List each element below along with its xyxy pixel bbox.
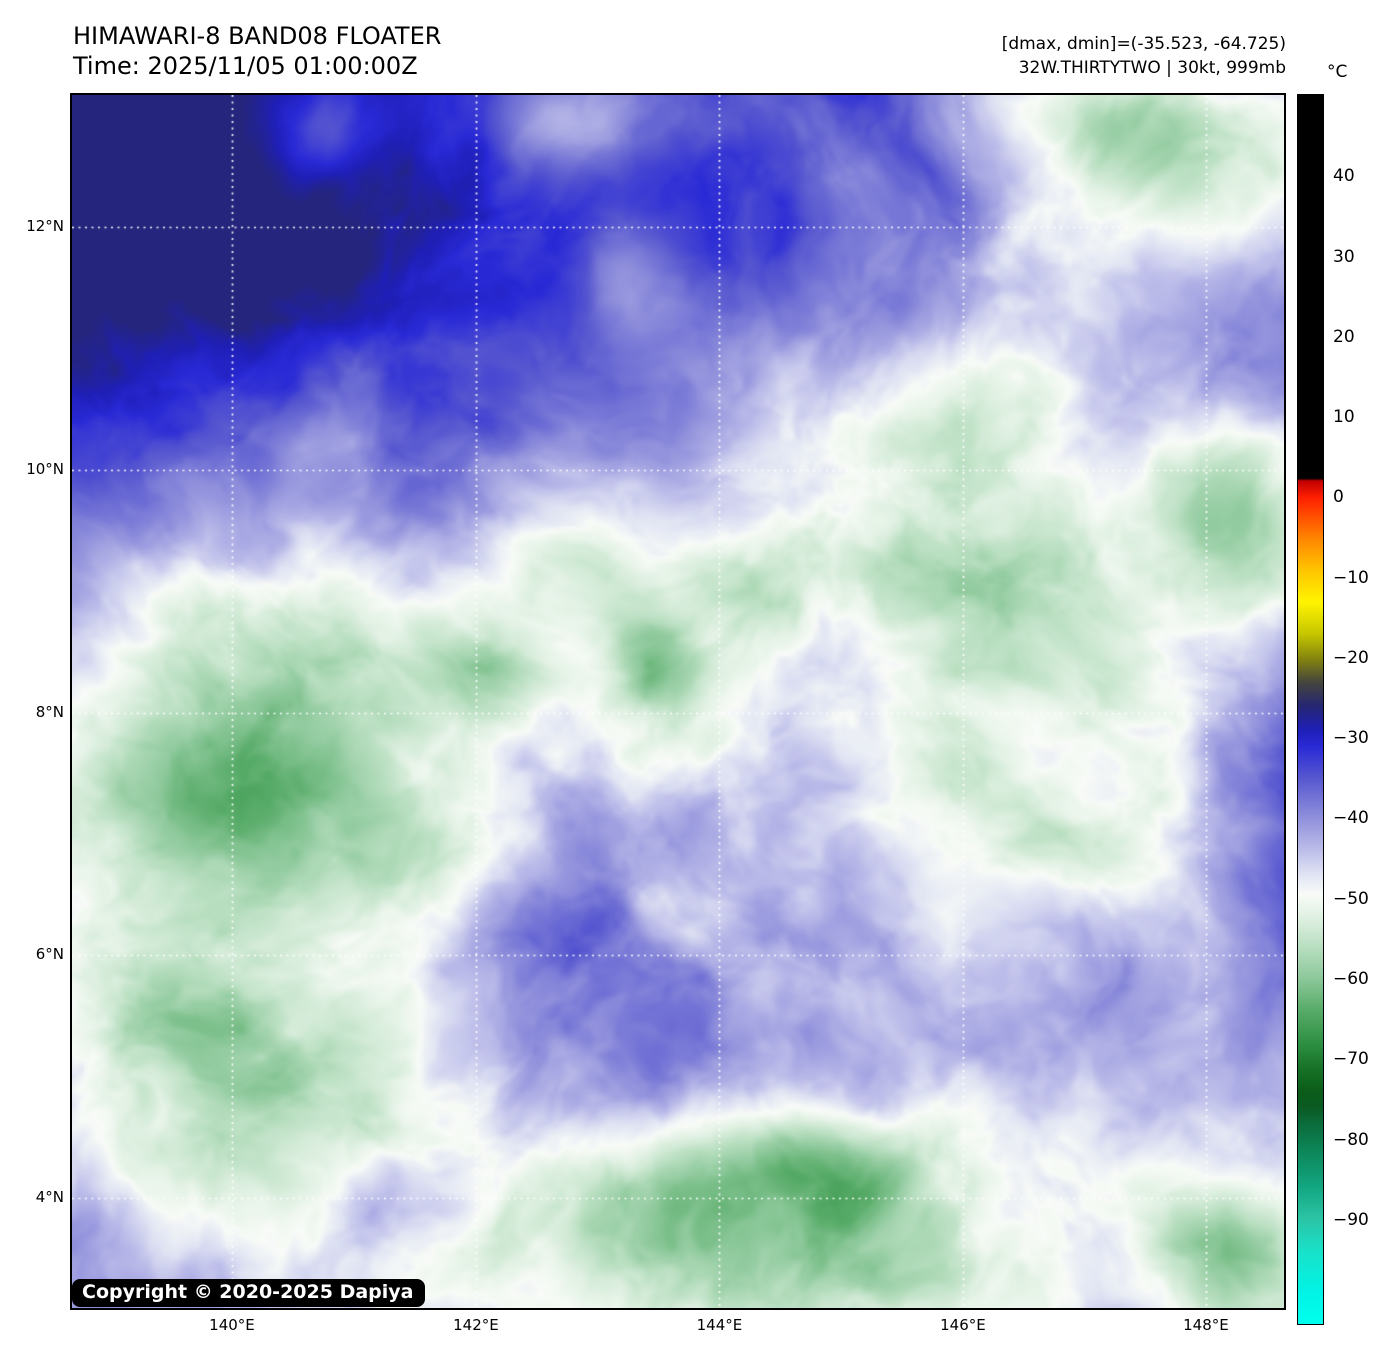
colorbar [1297,94,1324,1325]
colorbar-tick-label: −20 [1333,647,1369,668]
latitude-tick-label: 6°N [35,945,64,964]
longitude-tick-label: 148°E [1183,1316,1229,1334]
colorbar-unit-label: °C [1327,62,1348,82]
longitude-tick-label: 140°E [209,1316,255,1334]
latitude-tick-label: 12°N [26,216,64,235]
colorbar-tick-label: −10 [1333,567,1369,588]
colorbar-tick-label: −90 [1333,1209,1369,1230]
latitude-tick-label: 8°N [35,703,64,722]
latitude-tick-label: 10°N [26,460,64,479]
colorbar-tick-label: −60 [1333,969,1369,990]
satellite-image-canvas [72,95,1284,1308]
colorbar-tick-label: −50 [1333,888,1369,909]
copyright-badge: Copyright © 2020-2025 Dapiya [72,1279,426,1307]
colorbar-tick-label: 40 [1333,166,1355,187]
colorbar-tick-label: 0 [1333,487,1344,508]
longitude-tick-label: 146°E [940,1316,986,1334]
colorbar-tick-label: 10 [1333,407,1355,428]
satellite-map-panel: Copyright © 2020-2025 Dapiya [70,93,1286,1310]
timestamp-label: Time: 2025/11/05 01:00:00Z [73,52,418,80]
colorbar-tick-label: 30 [1333,246,1355,267]
colorbar-tick-label: −70 [1333,1049,1369,1070]
longitude-tick-label: 142°E [453,1316,499,1334]
longitude-tick-label: 144°E [696,1316,743,1334]
colorbar-tick-label: −40 [1333,808,1369,829]
colorbar-tick-label: −30 [1333,728,1369,749]
latitude-tick-label: 4°N [35,1187,64,1206]
page-title: HIMAWARI-8 BAND08 FLOATER [73,22,442,50]
dmax-dmin-annotation: [dmax, dmin]=(-35.523, -64.725) [1001,34,1286,54]
colorbar-tick-label: 20 [1333,326,1355,347]
storm-info-annotation: 32W.THIRTYTWO | 30kt, 999mb [1018,58,1286,78]
colorbar-tick-label: −80 [1333,1129,1369,1150]
